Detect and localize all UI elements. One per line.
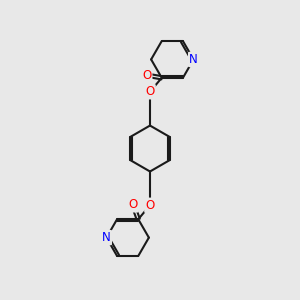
Text: O: O bbox=[146, 85, 154, 98]
Text: O: O bbox=[142, 69, 151, 82]
Text: N: N bbox=[102, 231, 111, 244]
Text: N: N bbox=[189, 53, 198, 66]
Text: O: O bbox=[128, 198, 138, 212]
Text: O: O bbox=[146, 199, 154, 212]
